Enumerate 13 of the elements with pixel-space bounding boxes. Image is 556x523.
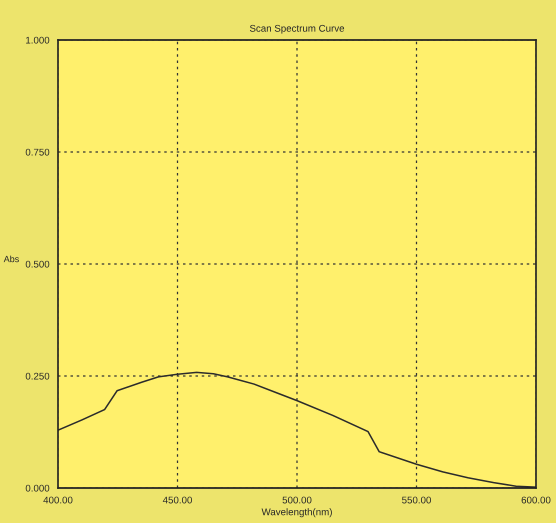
y-axis-title: Abs xyxy=(4,256,19,262)
x-tick-label: 500.00 xyxy=(282,496,312,504)
y-tick-label: 0.250 xyxy=(26,372,50,380)
x-tick-label: 450.00 xyxy=(162,496,192,504)
y-tick-label: 0.750 xyxy=(26,148,50,156)
x-tick-label: 400.00 xyxy=(43,496,72,504)
x-tick-label: 600.00 xyxy=(522,496,550,504)
x-tick-label: 550.00 xyxy=(402,496,431,504)
chart-title: Scan Spectrum Curve xyxy=(250,24,344,34)
y-tick-label: 0.000 xyxy=(26,484,50,492)
y-tick-label: 1.000 xyxy=(26,36,50,44)
y-tick-label: 0.500 xyxy=(26,260,50,268)
x-axis-title: Wavelength(nm) xyxy=(262,508,332,518)
